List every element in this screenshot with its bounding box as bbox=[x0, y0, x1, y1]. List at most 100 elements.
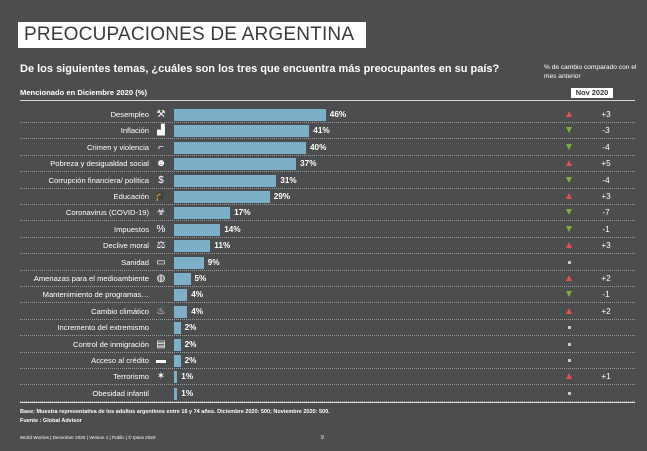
bar bbox=[174, 191, 270, 203]
category-label: Acceso al crédito bbox=[91, 356, 149, 365]
row-separator bbox=[20, 269, 635, 271]
chart-row: Educación 🎓 29% +3 bbox=[0, 189, 647, 205]
chart-row: Obesidad infantil 1% bbox=[0, 386, 647, 402]
up-arrow-icon bbox=[566, 307, 572, 314]
gun-icon: ⌐ bbox=[158, 141, 164, 153]
value-label: 2% bbox=[184, 339, 197, 349]
value-label: 11% bbox=[214, 241, 231, 251]
earth-icon: ◍ bbox=[156, 273, 166, 284]
bar bbox=[174, 289, 188, 302]
bar bbox=[174, 338, 181, 351]
row-separator bbox=[20, 236, 635, 238]
worker-icon: ⚒ bbox=[156, 109, 166, 120]
change-value: -3 bbox=[602, 126, 610, 136]
graduation-cap-icon: 🎓 bbox=[154, 191, 168, 202]
category-label: Amenazas para el medioambiente bbox=[33, 274, 149, 283]
category-label: Declive moral bbox=[103, 241, 149, 251]
category-label: Obesidad infantil bbox=[92, 388, 149, 398]
change-value: +2 bbox=[601, 306, 611, 316]
bar bbox=[174, 256, 204, 269]
card-icon: ▬ bbox=[156, 355, 166, 366]
category-label: Impuestos bbox=[113, 224, 149, 234]
up-arrow-icon bbox=[566, 242, 572, 249]
value-label: 4% bbox=[191, 306, 204, 316]
down-arrow-icon bbox=[566, 209, 572, 216]
no-change-icon bbox=[568, 342, 571, 346]
chart-row: Coronavirus (COVID-19) ☣ 17% -7 bbox=[0, 205, 647, 222]
chart-row: Impuestos% 14% -1 bbox=[0, 222, 647, 238]
change-value: -1 bbox=[602, 224, 610, 234]
chart-icon: ▟ bbox=[157, 125, 165, 137]
chart-row: Incremento del extremismo 2% bbox=[0, 320, 647, 337]
chart-row: Acceso al crédito ▬ 2% bbox=[0, 353, 647, 369]
category-label: Pobreza y desigualdad social bbox=[50, 159, 149, 169]
category-label: Crimen y violencia bbox=[86, 142, 149, 152]
bar bbox=[174, 174, 277, 187]
change-value: -7 bbox=[602, 208, 610, 218]
chart-row: Sanidad ▭ 9% bbox=[0, 255, 647, 271]
up-arrow-icon bbox=[566, 111, 572, 117]
bar bbox=[174, 305, 188, 318]
chart-row: Cambio climático ♨ 4% +2 bbox=[0, 304, 647, 320]
value-label: 4% bbox=[191, 290, 204, 300]
value-label: 41% bbox=[313, 126, 330, 136]
category-label: Control de inmigración bbox=[73, 339, 149, 349]
change-value: +3 bbox=[601, 110, 611, 119]
chart-row: Mantenimiento de programas… 4% -1 bbox=[0, 287, 647, 304]
scales-icon: ⚖ bbox=[156, 240, 166, 252]
value-label: 14% bbox=[224, 224, 241, 234]
change-period-badge: Nov 2020 bbox=[571, 88, 613, 98]
row-separator bbox=[20, 138, 635, 140]
bar bbox=[174, 371, 178, 384]
chart-sublabel: Mencionado en Diciembre 2020 (%) bbox=[20, 88, 148, 97]
bar bbox=[174, 158, 297, 171]
row-separator bbox=[20, 220, 635, 222]
up-arrow-icon bbox=[566, 160, 572, 167]
category-label: Terrorismo bbox=[113, 372, 149, 382]
bar bbox=[174, 109, 326, 121]
row-separator bbox=[20, 351, 635, 353]
base-note: Base: Muestra representativa de los adul… bbox=[20, 409, 330, 415]
bar bbox=[174, 322, 181, 335]
row-separator bbox=[20, 122, 635, 123]
page-title: PREOCUPACIONES DE ARGENTINA bbox=[18, 22, 367, 48]
terrorism-icon: ✶ bbox=[156, 371, 166, 383]
bar bbox=[174, 240, 211, 253]
bar bbox=[174, 355, 181, 367]
up-arrow-icon bbox=[566, 373, 572, 380]
row-separator bbox=[20, 286, 635, 287]
bar bbox=[174, 125, 310, 138]
no-change-icon bbox=[568, 359, 571, 362]
category-label: Desempleo bbox=[110, 110, 149, 119]
value-label: 37% bbox=[300, 159, 317, 169]
chart-row: Pobreza y desigualdad social ☻ 37% +5 bbox=[0, 156, 647, 173]
value-label: 17% bbox=[234, 208, 251, 218]
value-label: 46% bbox=[329, 110, 347, 119]
up-arrow-icon bbox=[566, 193, 572, 199]
category-label: Cambio climático bbox=[91, 306, 149, 316]
survey-question: De los siguientes temas, ¿cuáles son los… bbox=[20, 63, 500, 75]
change-value: -4 bbox=[602, 142, 610, 152]
no-change-icon bbox=[568, 326, 571, 330]
up-arrow-icon bbox=[566, 275, 572, 281]
row-separator bbox=[20, 302, 635, 304]
people-icon: ☻ bbox=[155, 158, 167, 170]
header-divider bbox=[20, 100, 635, 101]
change-value: +3 bbox=[601, 192, 611, 201]
down-arrow-icon bbox=[566, 176, 572, 183]
bar bbox=[174, 207, 231, 220]
chart-row: Inflación ▟ 41% -3 bbox=[0, 123, 647, 140]
change-value: -4 bbox=[602, 175, 610, 185]
chart-row: Corrupción financiera/ política $31% -4 bbox=[0, 173, 647, 189]
footer-line: World Worries | December 2020 | Version … bbox=[20, 435, 156, 440]
chart-row: Control de inmigración ▤ 2% bbox=[0, 337, 647, 353]
chart-row: Desempleo ⚒ 46% +3 bbox=[0, 107, 647, 123]
change-value: +3 bbox=[601, 241, 611, 251]
row-separator bbox=[20, 187, 635, 189]
flame-icon: ♨ bbox=[156, 305, 166, 317]
bar bbox=[174, 141, 306, 154]
category-label: Mantenimiento de programas… bbox=[42, 290, 149, 300]
luggage-icon: ▤ bbox=[156, 338, 166, 350]
down-arrow-icon bbox=[566, 291, 572, 298]
chart-row: Terrorismo ✶ 1% +1 bbox=[0, 369, 647, 386]
